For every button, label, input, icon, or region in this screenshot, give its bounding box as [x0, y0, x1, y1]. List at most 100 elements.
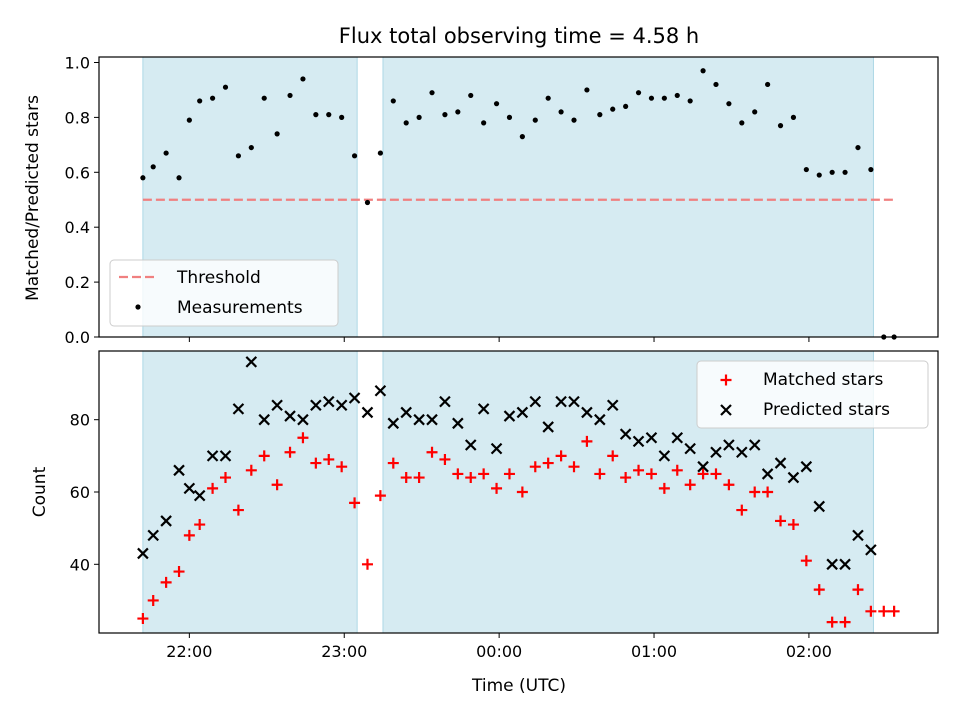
measurement-point: [661, 95, 667, 101]
measurement-point: [532, 117, 538, 123]
predicted-star-point: [671, 431, 684, 444]
predicted-star-point: [645, 431, 658, 444]
matched-star-point: [413, 472, 425, 484]
matched-star-point: [736, 504, 748, 516]
legend-predicted-swatch: [720, 404, 732, 416]
predicted-star-point: [658, 450, 671, 462]
matched-star-point: [374, 490, 386, 502]
measurement-point: [274, 131, 280, 137]
predicted-star-point: [322, 395, 335, 408]
chart-title: Flux total observing time = 4.58 h: [339, 24, 699, 48]
predicted-star-point: [271, 399, 283, 412]
predicted-star-point: [865, 544, 877, 556]
matched-star-point: [232, 504, 244, 516]
matched-star-point: [800, 555, 812, 567]
y-axis-label-count: Count: [30, 466, 50, 517]
legend-measurement-label: Measurements: [177, 298, 303, 318]
predicted-star-point: [748, 439, 761, 451]
matched-star-point: [194, 519, 206, 531]
predicted-star-point: [697, 460, 709, 473]
matched-star-point: [478, 468, 490, 480]
predicted-star-point: [193, 489, 206, 502]
predicted-star-point: [183, 482, 196, 495]
matched-star-point: [749, 486, 761, 498]
predicted-star-point: [464, 439, 477, 451]
measurement-point: [222, 84, 229, 90]
predicted-star-point: [852, 529, 864, 542]
matched-star-point: [762, 486, 774, 498]
matched-star-point: [297, 432, 309, 444]
matched-star-point: [826, 616, 838, 628]
matched-star-point: [658, 482, 670, 494]
measurement-point: [455, 109, 461, 115]
y-axis-label-ratio: Matched/Predicted stars: [23, 95, 43, 301]
matched-star-point: [245, 464, 257, 476]
measurement-point: [186, 117, 192, 123]
measurement-point: [506, 114, 513, 120]
measurement-point: [855, 144, 861, 151]
measurement-point: [163, 150, 169, 156]
matched-star-point: [452, 468, 464, 480]
measurement-point: [584, 87, 590, 93]
measurement-point: [558, 109, 564, 115]
predicted-star-point: [335, 399, 348, 412]
predicted-star-point: [206, 450, 219, 462]
y-tick-label: 1.0: [65, 53, 90, 72]
y-tick-label: 60: [70, 483, 90, 502]
matched-star-point: [387, 457, 399, 469]
measurement-point: [429, 90, 435, 96]
predicted-star-point: [800, 460, 813, 473]
predicted-star-point: [632, 435, 645, 448]
matched-star-point: [878, 605, 890, 617]
predicted-star-point: [826, 558, 838, 571]
measurement-point: [442, 112, 448, 118]
measurement-point: [803, 166, 809, 173]
measurement-point: [176, 175, 182, 181]
measurement-point: [687, 98, 693, 104]
matched-star-point: [361, 558, 373, 570]
legend-box: [696, 360, 929, 429]
measurement-point: [648, 95, 655, 101]
predicted-star-point: [173, 464, 185, 477]
matched-star-point: [160, 576, 172, 588]
y-tick-label: 0.8: [65, 108, 90, 127]
matched-star-point: [183, 529, 195, 541]
predicted-star-point: [555, 395, 567, 408]
matched-star-point: [207, 482, 219, 494]
predicted-star-point: [245, 356, 258, 368]
legend-box: [109, 259, 339, 327]
predicted-star-point: [160, 515, 172, 527]
measurement-point: [635, 90, 642, 96]
measurement-point: [287, 92, 293, 99]
matched-star-point: [813, 584, 825, 596]
measurement-point: [726, 101, 732, 107]
y-tick-label: 40: [70, 555, 90, 574]
matched-star-point: [620, 472, 632, 484]
matched-star-point: [723, 479, 735, 491]
y-tick-label: 0.0: [65, 328, 90, 347]
measurement-point: [752, 109, 758, 115]
predicted-star-point: [232, 403, 245, 415]
measurement-point: [623, 103, 629, 110]
x-tick-label: 02:00: [786, 642, 832, 661]
matched-star-point: [529, 461, 541, 473]
predicted-star-point: [452, 417, 464, 430]
measurement-point: [403, 120, 409, 126]
observing-window: [142, 350, 358, 634]
predicted-star-point: [581, 406, 593, 419]
matched-star-point: [310, 457, 322, 469]
predicted-star-point: [503, 410, 516, 422]
measurement-point: [842, 169, 848, 175]
predicted-star-point: [413, 413, 425, 426]
matched-star-point: [400, 472, 412, 484]
predicted-star-point: [813, 500, 826, 513]
matched-star-point: [349, 497, 361, 509]
measurement-point: [674, 92, 680, 99]
matched-star-point: [581, 435, 593, 447]
observing-window: [382, 56, 874, 338]
measurement-point: [313, 112, 319, 118]
matched-star-point: [465, 472, 477, 484]
predicted-star-point: [400, 406, 412, 419]
matched-star-point: [710, 468, 722, 480]
measurement-point: [364, 199, 371, 206]
